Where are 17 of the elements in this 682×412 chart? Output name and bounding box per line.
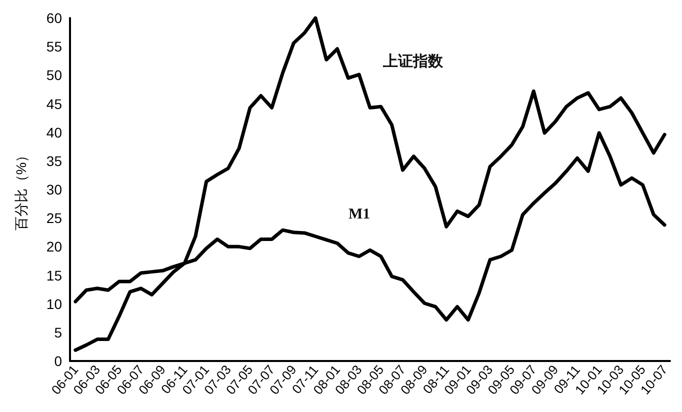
y-tick-label: 55 (46, 38, 62, 55)
series-label: 上证指数 (382, 53, 444, 70)
y-tick-label: 5 (54, 324, 62, 340)
y-tick-label: 20 (46, 238, 62, 255)
y-tick-label: 0 (54, 353, 62, 369)
y-tick-label: 60 (46, 10, 62, 26)
series-label: M1 (348, 206, 370, 223)
y-tick-label: 45 (46, 96, 62, 112)
y-tick-label: 35 (46, 152, 62, 169)
y-tick-label: 10 (46, 296, 62, 312)
y-tick-label: 30 (46, 182, 62, 198)
line-series (74, 16, 666, 352)
y-tick-label: 15 (46, 267, 62, 284)
y-tick-label: 25 (46, 210, 62, 226)
y-tick-label: 50 (46, 67, 62, 84)
y-axis-title: 百分比（%） (13, 148, 29, 231)
y-tick-label: 40 (46, 124, 62, 140)
